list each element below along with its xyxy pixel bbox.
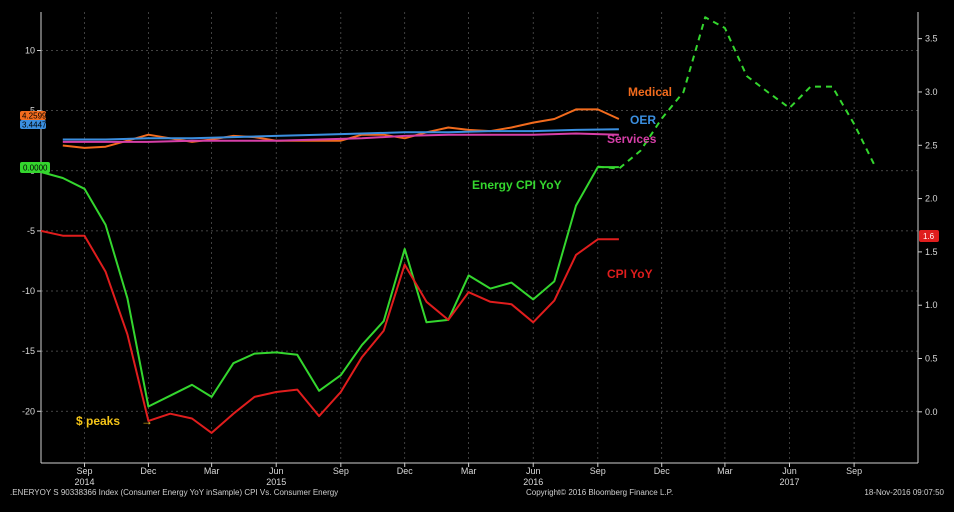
series-label-energy-cpi: Energy CPI YoY [472, 178, 562, 192]
footer-timestamp: 18-Nov-2016 09:07:50 [864, 488, 944, 497]
value-tag-energy-bg [20, 162, 50, 173]
x-axis-year-label: 2016 [523, 477, 543, 487]
value-tag-oer-bg [20, 120, 46, 129]
right-axis-tick-label: 1.0 [925, 300, 938, 310]
series-label-medical: Medical [628, 85, 672, 99]
value-tag-oer: 3.4447 [20, 120, 47, 130]
series-line-services [62, 132, 619, 143]
right-axis-tick-label: 2.5 [925, 140, 938, 150]
x-axis-month-label: Mar [717, 466, 733, 476]
x-axis-month-label: Sep [590, 466, 606, 476]
annotation-peaks-label: $ peaks [76, 414, 120, 428]
value-tag-cpi-bg [919, 230, 939, 242]
left-axis-tick-label: -5 [27, 226, 35, 236]
right-axis-tick-label: 2.0 [925, 194, 938, 204]
annotation-arrow-icon: → [141, 414, 153, 428]
x-axis-month-label: Sep [77, 466, 93, 476]
value-tag-energy: 0.0000 [20, 162, 50, 173]
x-axis-year-label: 2017 [779, 477, 799, 487]
right-axis-tick-label: 3.0 [925, 87, 938, 97]
x-axis-year-label: 2014 [75, 477, 95, 487]
right-axis-tick-label: 0.0 [925, 407, 938, 417]
footer-copyright: Copyright© 2016 Bloomberg Finance L.P. [526, 488, 673, 497]
series-label-cpi: CPI YoY [607, 267, 653, 281]
left-axis-tick-label: -20 [22, 406, 35, 416]
x-axis-month-label: Jun [526, 466, 541, 476]
series-label-oer: OER [630, 113, 656, 127]
value-tag-medical-text: 4.2599 [22, 112, 47, 121]
x-axis-month-label: Sep [846, 466, 862, 476]
left-axis-tick-label: 5 [30, 106, 35, 116]
x-axis-year-label: 2015 [266, 477, 286, 487]
x-axis-month-label: Dec [654, 466, 671, 476]
value-tag-cpi: 1.6 [919, 230, 939, 242]
value-tag-oer-text: 3.4447 [22, 121, 47, 130]
x-axis-month-label: Dec [397, 466, 414, 476]
series-line-energy-cpi-yoy [40, 166, 619, 408]
series-line-medical [62, 108, 620, 149]
value-tag-cpi-text: 1.6 [923, 232, 935, 241]
series-line-oer [62, 128, 619, 141]
x-axis-month-label: Mar [461, 466, 477, 476]
value-tag-energy-text: 0.0000 [23, 164, 48, 173]
series-line-dashed-5 [597, 16, 877, 170]
left-axis-tick-label: -15 [22, 346, 35, 356]
series-lines [40, 16, 877, 434]
right-axis-tick-label: 1.5 [925, 247, 938, 257]
left-axis-tick-label: -10 [22, 286, 35, 296]
right-axis-tick-label: 3.5 [925, 34, 938, 44]
series-label-services: Services [607, 132, 657, 146]
left-axis-tick-label: 10 [25, 45, 35, 55]
value-tag-medical-bg [20, 111, 46, 120]
footer-source: .ENERYOY S 90338366 Index (Consumer Ener… [10, 488, 338, 497]
x-axis-month-label: Jun [269, 466, 284, 476]
x-axis-month-label: Sep [333, 466, 349, 476]
value-tag-medical: 4.2599 [20, 111, 47, 121]
x-axis-month-label: Dec [140, 466, 157, 476]
axes: 1050-5-10-15-203.53.02.52.01.51.00.50.0S… [22, 12, 938, 487]
x-axis-month-label: Mar [204, 466, 220, 476]
right-axis-tick-label: 0.5 [925, 354, 938, 364]
series-line-cpi-yoy [40, 229, 619, 434]
x-axis-month-label: Jun [782, 466, 797, 476]
